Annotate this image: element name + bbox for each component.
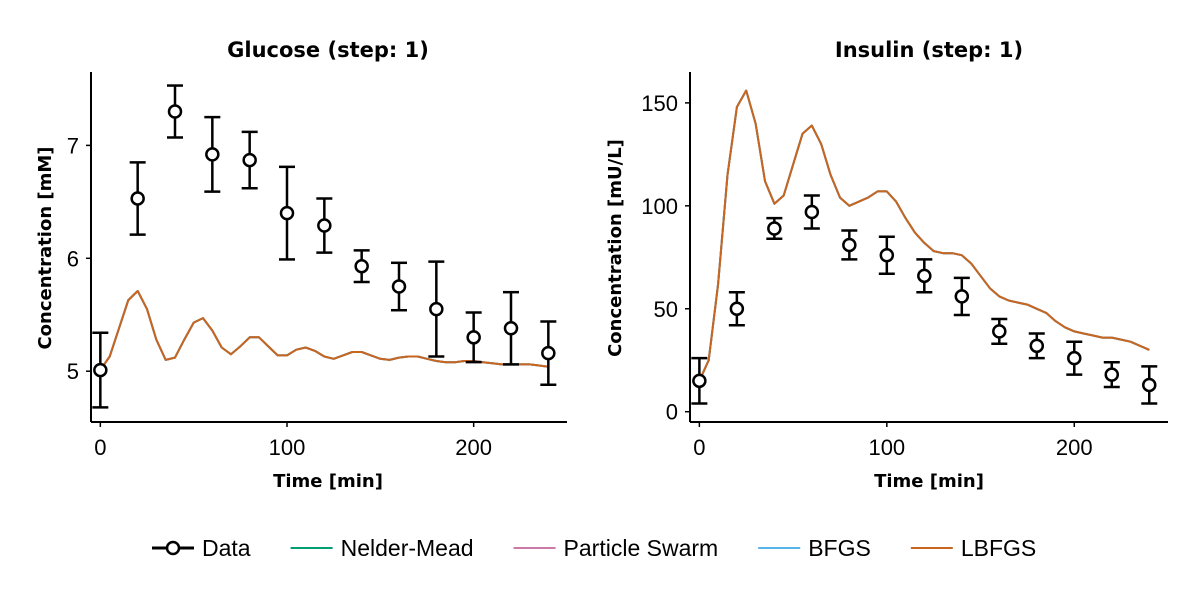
glucose-data-point: [129, 161, 146, 236]
insulin-data-point: [1028, 332, 1045, 360]
y-tick-label: 150: [641, 91, 678, 116]
glucose-chart-title: Glucose (step: 1): [227, 38, 429, 62]
glucose-data-point: [241, 130, 258, 190]
glucose-data-point: [92, 331, 109, 409]
insulin-line-nelder-mead: [698, 89, 1150, 382]
insulin-data-point: [766, 216, 783, 241]
glucose-line-bfgs: [99, 290, 549, 371]
glucose-fit-lines: [99, 290, 549, 371]
insulin-y-axis-label: Concentration [mU/L]: [605, 139, 626, 357]
legend-label: LBFGS: [961, 535, 1036, 561]
x-tick-label: 0: [94, 435, 106, 460]
y-tick-label: 7: [67, 133, 79, 158]
glucose-data-point: [353, 249, 370, 284]
insulin-fit-lines: [698, 89, 1150, 382]
insulin-data-point: [953, 276, 970, 317]
legend-item-lbfgs: LBFGS: [910, 535, 1036, 561]
y-tick-label: 5: [67, 359, 79, 384]
glucose-data-point: [540, 320, 557, 386]
insulin-data-point: [691, 356, 708, 405]
y-tick-label: 50: [654, 297, 678, 322]
legend-item-data: Data: [152, 535, 251, 561]
insulin-chart: Insulin (step: 1) Time [min] Concentrati…: [605, 38, 1168, 492]
insulin-data-point: [1141, 365, 1158, 405]
glucose-data-point: [391, 261, 407, 312]
insulin-data-points: [691, 194, 1158, 405]
insulin-line-bfgs: [698, 89, 1150, 382]
glucose-ticks: 0 100 200 5 6 7: [67, 133, 492, 460]
insulin-data-point: [1066, 340, 1083, 376]
insulin-data-point: [878, 235, 895, 276]
glucose-y-axis-label: Concentration [mM]: [35, 146, 56, 349]
glucose-data-point: [204, 115, 221, 193]
insulin-data-point: [841, 229, 858, 261]
glucose-data-point: [279, 165, 295, 261]
legend-item-particle-swarm: Particle Swarm: [513, 535, 719, 561]
glucose-line-lbfgs: [99, 290, 549, 371]
glucose-x-axis-label: Time [min]: [273, 471, 383, 492]
insulin-ticks: 0 100 200 0 50 100 150: [641, 91, 1092, 460]
legend-label: BFGS: [808, 535, 871, 561]
legend-item-bfgs: BFGS: [758, 535, 871, 561]
glucose-data-point: [503, 290, 519, 366]
glucose-data-point: [428, 260, 445, 358]
x-tick-label: 200: [1056, 435, 1093, 460]
legend-label: Data: [202, 535, 251, 561]
x-tick-label: 0: [693, 435, 705, 460]
x-tick-label: 200: [455, 435, 492, 460]
legend-item-nelder-mead: Nelder-Mead: [290, 535, 474, 561]
x-tick-label: 100: [868, 435, 905, 460]
insulin-x-axis-label: Time [min]: [874, 471, 984, 492]
glucose-data-point: [316, 197, 333, 254]
glucose-data-points: [92, 84, 557, 409]
insulin-data-point: [728, 291, 745, 327]
legend-label: Nelder-Mead: [341, 535, 474, 561]
glucose-chart: Glucose (step: 1) Time [min] Concentrati…: [35, 38, 567, 492]
y-tick-label: 6: [67, 246, 79, 271]
insulin-data-point: [1103, 361, 1120, 389]
y-tick-label: 0: [666, 400, 678, 425]
insulin-line-lbfgs: [698, 89, 1150, 382]
insulin-data-point: [916, 258, 933, 294]
insulin-data-point: [991, 317, 1008, 346]
legend: Data Nelder-Mead Particle Swarm BFGS LBFGS: [152, 535, 1036, 561]
glucose-line-nelder-mead: [99, 290, 549, 371]
insulin-line-particle-swarm: [698, 89, 1150, 382]
insulin-chart-title: Insulin (step: 1): [835, 38, 1023, 62]
glucose-line-particle-swarm: [99, 290, 549, 371]
glucose-data-point: [167, 84, 183, 139]
x-tick-label: 100: [269, 435, 306, 460]
glucose-data-point: [465, 311, 482, 364]
insulin-data-point: [803, 194, 820, 230]
y-tick-label: 100: [641, 194, 678, 219]
legend-label: Particle Swarm: [564, 535, 719, 561]
